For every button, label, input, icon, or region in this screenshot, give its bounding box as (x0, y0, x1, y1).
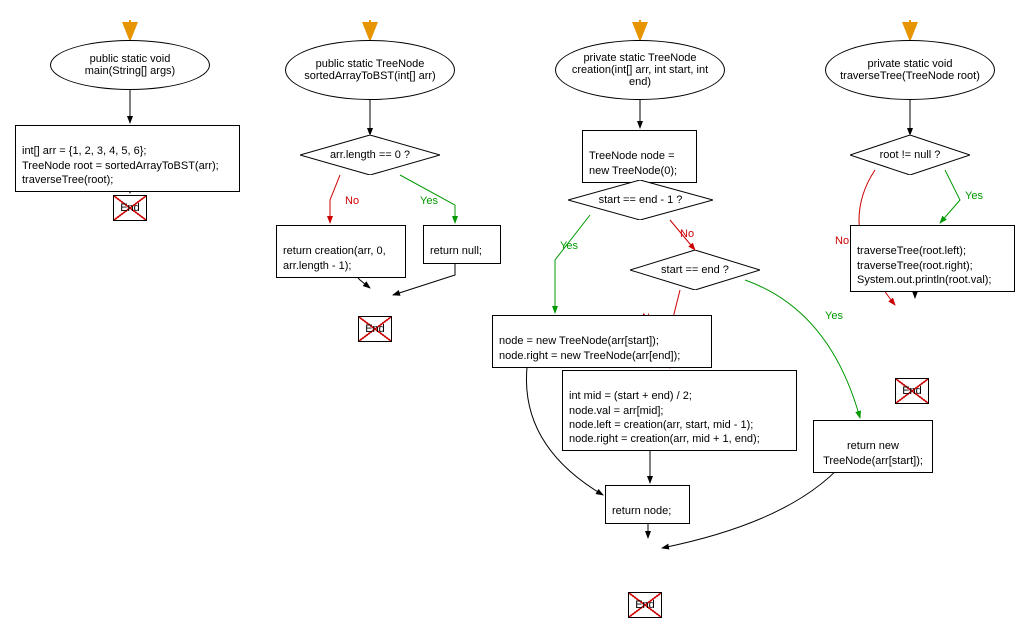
fc2-decision-text: arr.length == 0 ? (330, 149, 410, 161)
fc4-decision: root != null ? (850, 135, 970, 175)
fc1-body-text: int[] arr = {1, 2, 3, 4, 5, 6}; TreeNode… (22, 145, 219, 186)
fc1-body: int[] arr = {1, 2, 3, 4, 5, 6}; TreeNode… (15, 125, 240, 192)
fc4-end: End (895, 378, 929, 404)
fc3-node6-text: return node; (612, 505, 671, 517)
fc3-decision1: start == end - 1 ? (568, 180, 713, 220)
fc4-yes-label: Yes (965, 190, 983, 202)
fc4-start-text: private static void traverseTree(TreeNod… (840, 58, 980, 82)
fc4-yes-text: traverseTree(root.left); traverseTree(ro… (857, 245, 992, 286)
fc4-yes-branch: traverseTree(root.left); traverseTree(ro… (850, 225, 1015, 292)
fc3-start-text: private static TreeNode creation(int[] a… (570, 52, 710, 88)
fc2-no-branch: return creation(arr, 0, arr.length - 1); (276, 225, 406, 278)
fc3-node0: TreeNode node = new TreeNode(0); (582, 130, 697, 183)
fc3-dec1-yes: Yes (560, 240, 578, 252)
fc3-start: private static TreeNode creation(int[] a… (555, 40, 725, 100)
fc3-node6: return node; (605, 485, 690, 524)
fc3-dec1-text: start == end - 1 ? (599, 194, 683, 206)
fc4-start: private static void traverseTree(TreeNod… (825, 40, 995, 100)
fc1-start-text: public static void main(String[] args) (65, 53, 195, 77)
fc2-yes-text: return null; (430, 245, 482, 257)
fc2-no-label: No (345, 195, 359, 207)
fc3-end: End (628, 592, 662, 618)
fc3-node5-text: return new TreeNode(arr[start]); (823, 440, 923, 466)
fc4-decision-text: root != null ? (880, 149, 941, 161)
fc2-no-text: return creation(arr, 0, arr.length - 1); (283, 245, 386, 271)
fc3-node3: node = new TreeNode(arr[start]); node.ri… (492, 315, 712, 368)
fc3-dec1-no: No (680, 228, 694, 240)
fc3-node0-text: TreeNode node = new TreeNode(0); (589, 150, 677, 176)
fc3-node5: return new TreeNode(arr[start]); (813, 420, 933, 473)
fc3-dec2-text: start == end ? (661, 264, 729, 276)
fc1-end: End (113, 195, 147, 221)
end-label: End (120, 202, 140, 214)
fc2-start: public static TreeNode sortedArrayToBST(… (285, 40, 455, 100)
fc2-yes-branch: return null; (423, 225, 501, 264)
fc4-no-label: No (835, 235, 849, 247)
fc2-yes-label: Yes (420, 195, 438, 207)
fc2-decision: arr.length == 0 ? (300, 135, 440, 175)
fc3-node4: int mid = (start + end) / 2; node.val = … (562, 370, 797, 451)
fc2-start-text: public static TreeNode sortedArrayToBST(… (300, 58, 440, 82)
flowchart-container: public static void main(String[] args) i… (0, 0, 1032, 598)
fc1-start: public static void main(String[] args) (50, 40, 210, 90)
end-label: End (635, 599, 655, 611)
end-label: End (902, 385, 922, 397)
fc3-decision2: start == end ? (630, 250, 760, 290)
fc3-dec2-yes: Yes (825, 310, 843, 322)
fc3-node4-text: int mid = (start + end) / 2; node.val = … (569, 390, 760, 445)
fc3-node3-text: node = new TreeNode(arr[start]); node.ri… (499, 335, 680, 361)
fc2-end: End (358, 316, 392, 342)
end-label: End (365, 323, 385, 335)
